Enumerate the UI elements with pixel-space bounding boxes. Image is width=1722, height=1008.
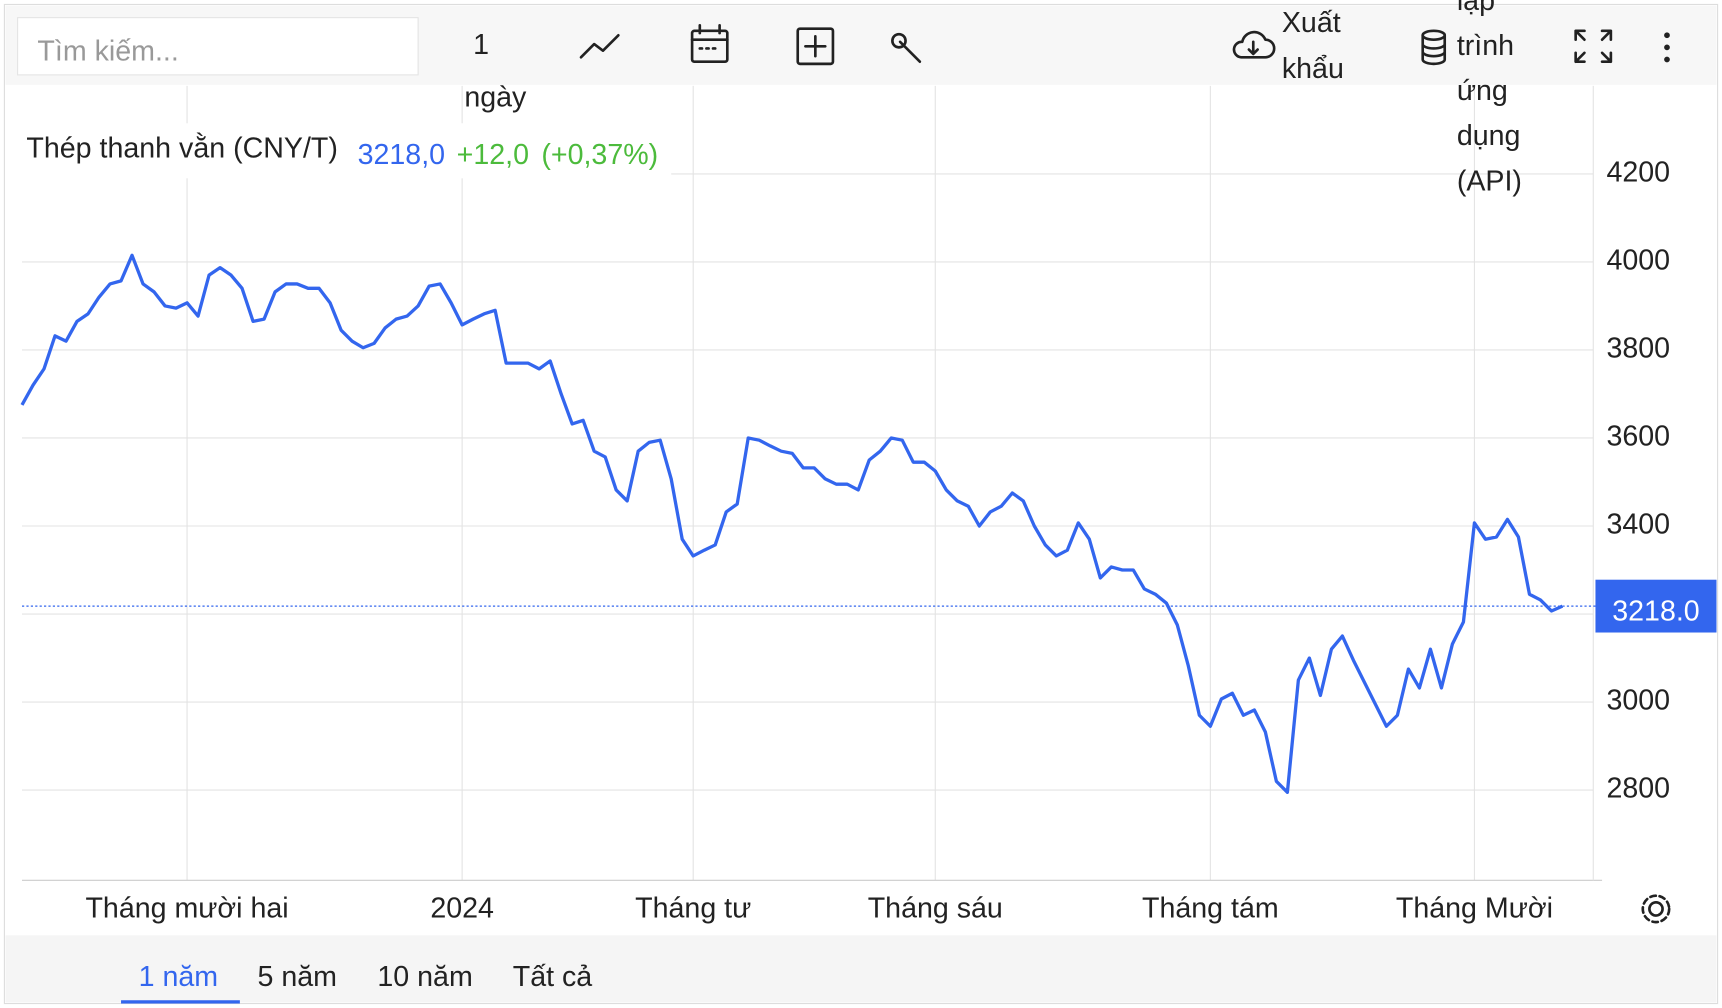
api-label[interactable]: lập trình ứng dụng (API) [1457,0,1522,197]
export-label[interactable]: Xuất [1282,7,1341,39]
plot-area: 28003000320034003600380040004200Tháng mư… [20,85,1717,925]
api-label-line[interactable]: dụng [1457,120,1521,152]
calendar-icon[interactable] [690,24,729,63]
export-icon[interactable] [1232,30,1276,59]
instrument-name: Thép thanh vằn (CNY/T) [26,131,338,164]
y-tick-label: 4000 [1606,244,1670,276]
price-line [20,253,1564,794]
range-button[interactable]: 10 năm [377,961,472,993]
y-tick-label: 3400 [1606,509,1670,541]
menu-icon[interactable] [1664,32,1670,63]
range-button[interactable]: 5 năm [257,961,336,993]
range-bar [5,935,1717,1003]
export-label[interactable]: khẩu [1282,53,1344,85]
change: +12,0 [457,139,529,171]
range-active-underline [121,1000,240,1004]
search-placeholder: Tìm kiếm... [37,35,178,67]
last-value-label: 3218.0 [1612,595,1699,627]
api-label-line[interactable]: trình [1457,30,1514,62]
price: 3218,0 [358,139,445,171]
x-tick-label: Tháng Mười [1396,893,1553,925]
api-label-line[interactable]: (API) [1457,165,1522,197]
legend-bg [22,123,672,179]
search-box[interactable] [17,17,419,76]
api-icon[interactable] [1421,29,1447,66]
range-button[interactable]: Tất cả [513,961,593,993]
y-tick-label: 2800 [1606,773,1670,805]
y-tick-label: 3000 [1606,685,1670,717]
range-buttons: 1 năm 5 năm 10 năm Tất cả [121,961,592,1004]
interval-label[interactable]: ngày [464,82,527,114]
compare-icon[interactable] [796,27,835,66]
y-tick-label: 4200 [1606,156,1670,188]
range-button[interactable]: 1 năm [139,961,218,993]
last-value-box [1595,579,1717,633]
fullscreen-icon[interactable] [1574,29,1613,63]
change-pct: (+0,37%) [541,139,658,171]
x-tick-label: Tháng mười hai [85,893,288,925]
x-tick-label: Tháng tám [1142,893,1279,925]
api-label-line[interactable]: ứng [1457,75,1508,107]
api-label-line[interactable]: lập [1457,0,1495,17]
line-type-icon[interactable] [579,33,620,59]
interval-label[interactable]: 1 [473,29,489,61]
gear-icon[interactable] [1641,894,1671,924]
x-tick-label: Tháng sáu [868,893,1003,925]
x-tick-label: 2024 [430,893,494,925]
y-tick-label: 3800 [1606,333,1670,365]
settings-wrench-icon[interactable] [891,32,922,63]
y-tick-label: 3600 [1606,421,1670,453]
x-tick-label: Tháng tư [635,893,751,925]
